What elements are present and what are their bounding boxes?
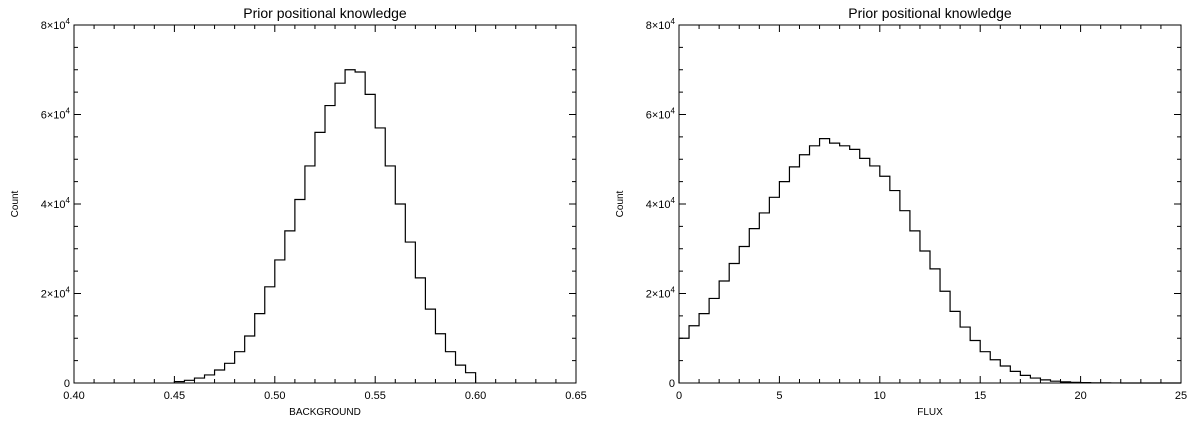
y-tick-label: 0: [669, 378, 675, 390]
chart-title: Prior positional knowledge: [243, 5, 407, 21]
y-tick-label: 8×104: [646, 17, 676, 32]
y-tick-label: 6×104: [41, 107, 71, 122]
x-tick-label: 20: [1074, 390, 1086, 402]
y-tick-label: 6×104: [646, 107, 676, 122]
x-tick-label: 0.65: [565, 390, 586, 402]
x-tick-label: 5: [776, 390, 782, 402]
x-tick-label: 0.50: [264, 390, 285, 402]
y-tick-label: 8×104: [41, 17, 71, 32]
y-axis-label: Count: [615, 190, 626, 217]
x-tick-label: 0.40: [63, 390, 84, 402]
x-tick-label: 25: [1175, 390, 1187, 402]
y-tick-label: 4×104: [41, 196, 71, 211]
chart-panel-1: Prior positional knowledge 0.40 0.45 0.50 0.…: [10, 5, 587, 418]
y-tick-label: 2×104: [41, 286, 71, 301]
chart-title: Prior positional knowledge: [848, 5, 1012, 21]
histogram-series: [678, 138, 1181, 384]
x-tick-label: 0.45: [164, 390, 185, 402]
x-tick-label: 10: [874, 390, 886, 402]
plot-frame: [73, 24, 577, 384]
x-tick-label: 0.60: [465, 390, 486, 402]
y-tick-label: 0: [64, 378, 70, 390]
y-tick-label: 2×104: [646, 286, 676, 301]
plot-frame: [678, 24, 1182, 384]
chart-panel-2: Prior positional knowledge 0 5 10 15 20 25 0 2×1…: [615, 5, 1187, 418]
y-axis-label: Count: [10, 190, 21, 217]
x-axis-label: BACKGROUND: [289, 407, 361, 418]
x-tick-label: 0: [676, 390, 682, 402]
histogram-series: [173, 69, 477, 383]
x-tick-label: 15: [974, 390, 986, 402]
y-tick-label: 4×104: [646, 196, 676, 211]
x-tick-label: 0.55: [364, 390, 385, 402]
x-axis-label: FLUX: [917, 407, 943, 418]
